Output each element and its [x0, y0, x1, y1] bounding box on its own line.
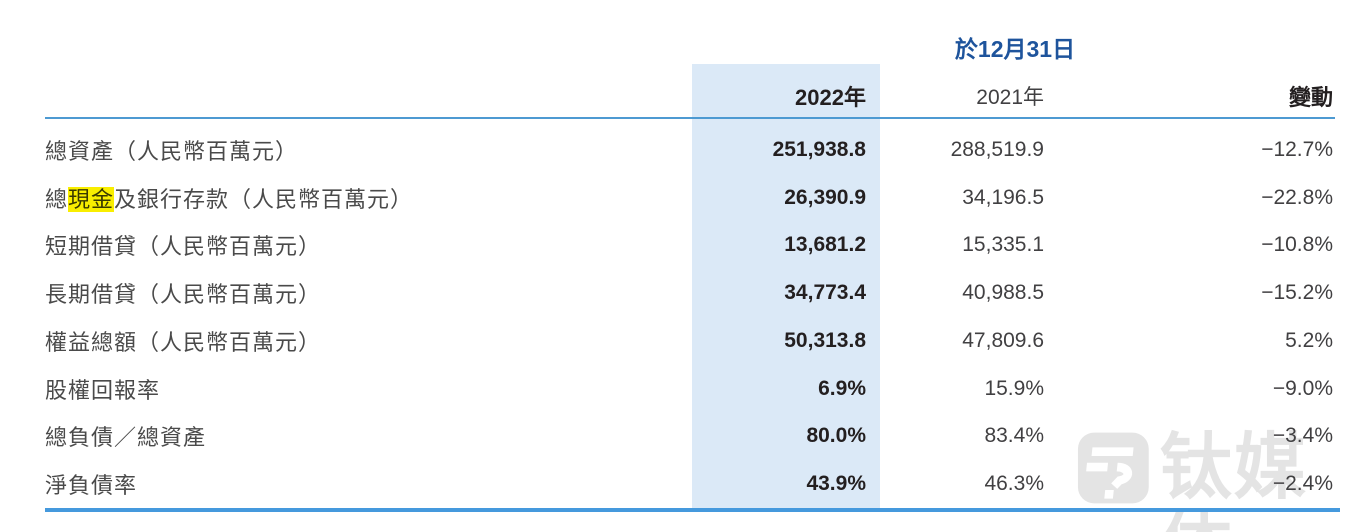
value-change: −12.7%: [1261, 137, 1333, 161]
value-2022: 251,938.8: [772, 137, 866, 161]
row-label-text: 總: [45, 186, 69, 212]
row-label: 權益總額（人民幣百萬元）: [45, 325, 692, 357]
value-change: 5.2%: [1285, 328, 1333, 352]
table-row: 股權回報率 6.9% 15.9% −9.0%: [0, 365, 1372, 413]
value-2021: 34,196.5: [962, 185, 1044, 209]
value-2022: 80.0%: [806, 424, 866, 448]
value-change: −3.4%: [1272, 424, 1333, 448]
table-row: 總現金及銀行存款（人民幣百萬元） 26,390.9 34,196.5 −22.8…: [0, 174, 1372, 222]
table-body: 總資產（人民幣百萬元） 251,938.8 288,519.9 −12.7% 總…: [0, 126, 1372, 508]
value-2021: 83.4%: [984, 424, 1044, 448]
value-change: −22.8%: [1261, 185, 1333, 209]
row-label-text: 長期借貸（人民幣百萬元）: [45, 282, 322, 308]
value-2022: 34,773.4: [784, 281, 866, 305]
highlight-column-band: [692, 64, 880, 508]
table-row: 總資產（人民幣百萬元） 251,938.8 288,519.9 −12.7%: [0, 126, 1372, 174]
row-label-text: 權益總額（人民幣百萬元）: [45, 329, 322, 355]
tmtpost-logo-icon: [1077, 432, 1149, 504]
value-2021: 15,335.1: [962, 233, 1044, 257]
value-change: −9.0%: [1272, 376, 1333, 400]
value-change: −15.2%: [1261, 281, 1333, 305]
column-header-2021: 2021年: [976, 86, 1044, 109]
value-2021: 288,519.9: [950, 137, 1044, 161]
date-header: 於12月31日: [954, 36, 1076, 62]
highlighted-term: 現金: [68, 186, 115, 212]
table-row: 短期借貸（人民幣百萬元） 13,681.2 15,335.1 −10.8%: [0, 222, 1372, 270]
value-change: −10.8%: [1261, 233, 1333, 257]
row-label: 長期借貸（人民幣百萬元）: [45, 277, 692, 309]
header-divider-line: [45, 117, 1335, 119]
column-header-change: 變動: [1288, 85, 1333, 110]
value-2022: 50,313.8: [784, 328, 866, 352]
value-change: −2.4%: [1272, 472, 1333, 496]
row-label: 短期借貸（人民幣百萬元）: [45, 229, 692, 261]
column-header-row: 2022年 2021年 變動: [0, 78, 1372, 114]
row-label-text: 股權回報率: [45, 377, 161, 403]
row-label: 總資產（人民幣百萬元）: [45, 134, 692, 166]
row-label-text: 淨負債率: [45, 473, 138, 499]
row-label-text: 短期借貸（人民幣百萬元）: [45, 234, 322, 260]
value-2022: 6.9%: [818, 376, 866, 400]
row-label: 總負債／總資產: [45, 420, 692, 452]
table-row: 權益總額（人民幣百萬元） 50,313.8 47,809.6 5.2%: [0, 317, 1372, 365]
value-2022: 13,681.2: [784, 233, 866, 257]
row-label-text: 總資產（人民幣百萬元）: [45, 138, 299, 164]
row-label: 淨負債率: [45, 468, 692, 500]
value-2021: 40,988.5: [962, 281, 1044, 305]
value-2021: 47,809.6: [962, 328, 1044, 352]
value-2022: 26,390.9: [784, 185, 866, 209]
row-label: 股權回報率: [45, 373, 692, 405]
table-row: 長期借貸（人民幣百萬元） 34,773.4 40,988.5 −15.2%: [0, 269, 1372, 317]
column-header-2022: 2022年: [795, 85, 866, 110]
row-label-text: 及銀行存款（人民幣百萬元）: [114, 186, 414, 212]
table-row: 總負債／總資產 80.0% 83.4% −3.4%: [0, 413, 1372, 461]
row-label-text: 總負債／總資產: [45, 425, 207, 451]
value-2021: 15.9%: [984, 376, 1044, 400]
row-label: 總現金及銀行存款（人民幣百萬元）: [45, 182, 692, 214]
value-2021: 46.3%: [984, 472, 1044, 496]
table-row: 淨負債率 43.9% 46.3% −2.4%: [0, 460, 1372, 508]
value-2022: 43.9%: [806, 472, 866, 496]
table-bottom-line: [45, 508, 1340, 512]
